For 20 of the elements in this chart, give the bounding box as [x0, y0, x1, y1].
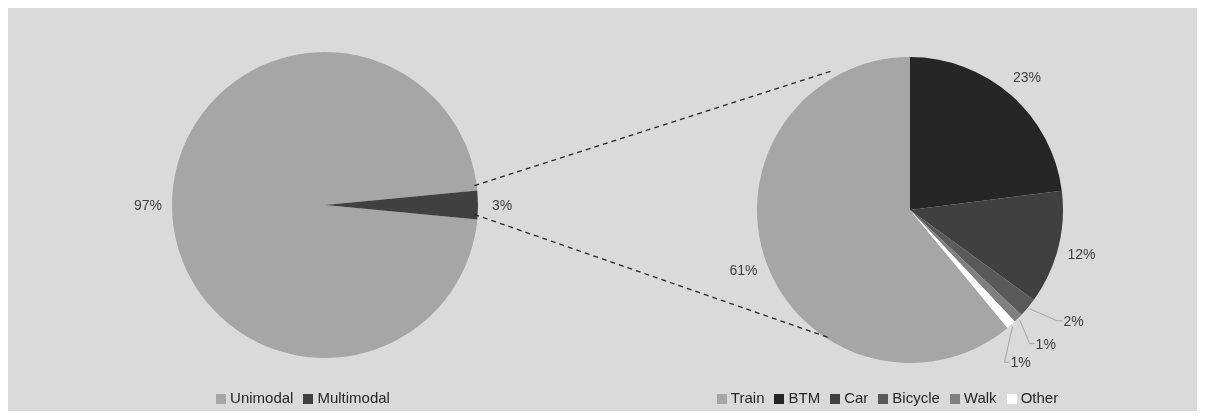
legend-label: Walk	[963, 389, 997, 406]
legend-label: Other	[1020, 389, 1059, 406]
data-label: 2%	[1063, 312, 1084, 329]
data-label: 61%	[729, 261, 758, 278]
pie-slice	[172, 52, 478, 358]
legend-label: Train	[730, 389, 765, 406]
pie-slice	[910, 57, 1062, 210]
data-label: 1%	[1010, 354, 1031, 371]
data-label: 97%	[133, 197, 163, 213]
legend-label: Unimodal	[230, 389, 294, 406]
data-label: 12%	[1067, 246, 1096, 263]
legend-label: Bicycle	[892, 389, 940, 406]
legend-label: Car	[844, 389, 869, 406]
pie-slice	[757, 57, 1008, 363]
data-label: 23%	[1013, 69, 1042, 86]
pie-slice	[910, 190, 1063, 300]
legend-label: Multimodal	[317, 389, 390, 406]
data-label: 1%	[1035, 335, 1056, 352]
data-label: 3%	[491, 197, 513, 213]
legend-label: BTM	[788, 389, 821, 406]
